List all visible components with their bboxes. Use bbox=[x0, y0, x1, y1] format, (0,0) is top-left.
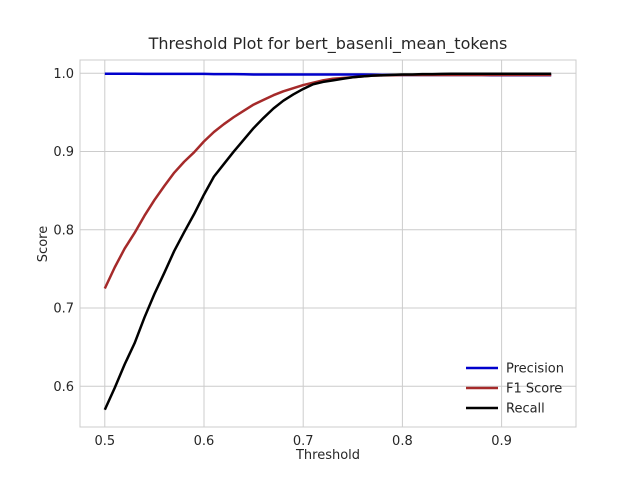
series-lines bbox=[103, 72, 552, 411]
x-tick-label: 0.5 bbox=[94, 434, 115, 449]
chart-title: Threshold Plot for bert_basenli_mean_tok… bbox=[148, 34, 508, 54]
x-tick-label: 0.9 bbox=[491, 434, 512, 449]
legend: Precision F1 Score Recall bbox=[466, 362, 564, 417]
legend-label-precision: Precision bbox=[506, 362, 564, 377]
x-tick-label: 0.7 bbox=[293, 434, 314, 449]
legend-label-recall: Recall bbox=[506, 402, 545, 417]
y-axis-label: Score bbox=[36, 226, 51, 262]
y-tick-labels: 0.6 0.7 0.8 0.9 1.0 bbox=[53, 67, 74, 395]
f1-score-line bbox=[103, 73, 552, 290]
x-axis-label: Threshold bbox=[295, 448, 360, 463]
x-tick-label: 0.8 bbox=[392, 434, 413, 449]
y-tick-label: 1.0 bbox=[53, 67, 74, 82]
y-tick-label: 0.7 bbox=[53, 302, 74, 317]
y-tick-label: 0.8 bbox=[53, 223, 74, 238]
y-tick-label: 0.9 bbox=[53, 145, 74, 160]
y-tick-label: 0.6 bbox=[53, 380, 74, 395]
x-tick-label: 0.6 bbox=[194, 434, 215, 449]
x-tick-labels: 0.5 0.6 0.7 0.8 0.9 bbox=[94, 434, 511, 449]
legend-label-f1-score: F1 Score bbox=[506, 382, 562, 397]
x-gridlines bbox=[104, 60, 503, 427]
recall-line bbox=[103, 72, 552, 411]
plot-frame bbox=[79, 59, 577, 428]
